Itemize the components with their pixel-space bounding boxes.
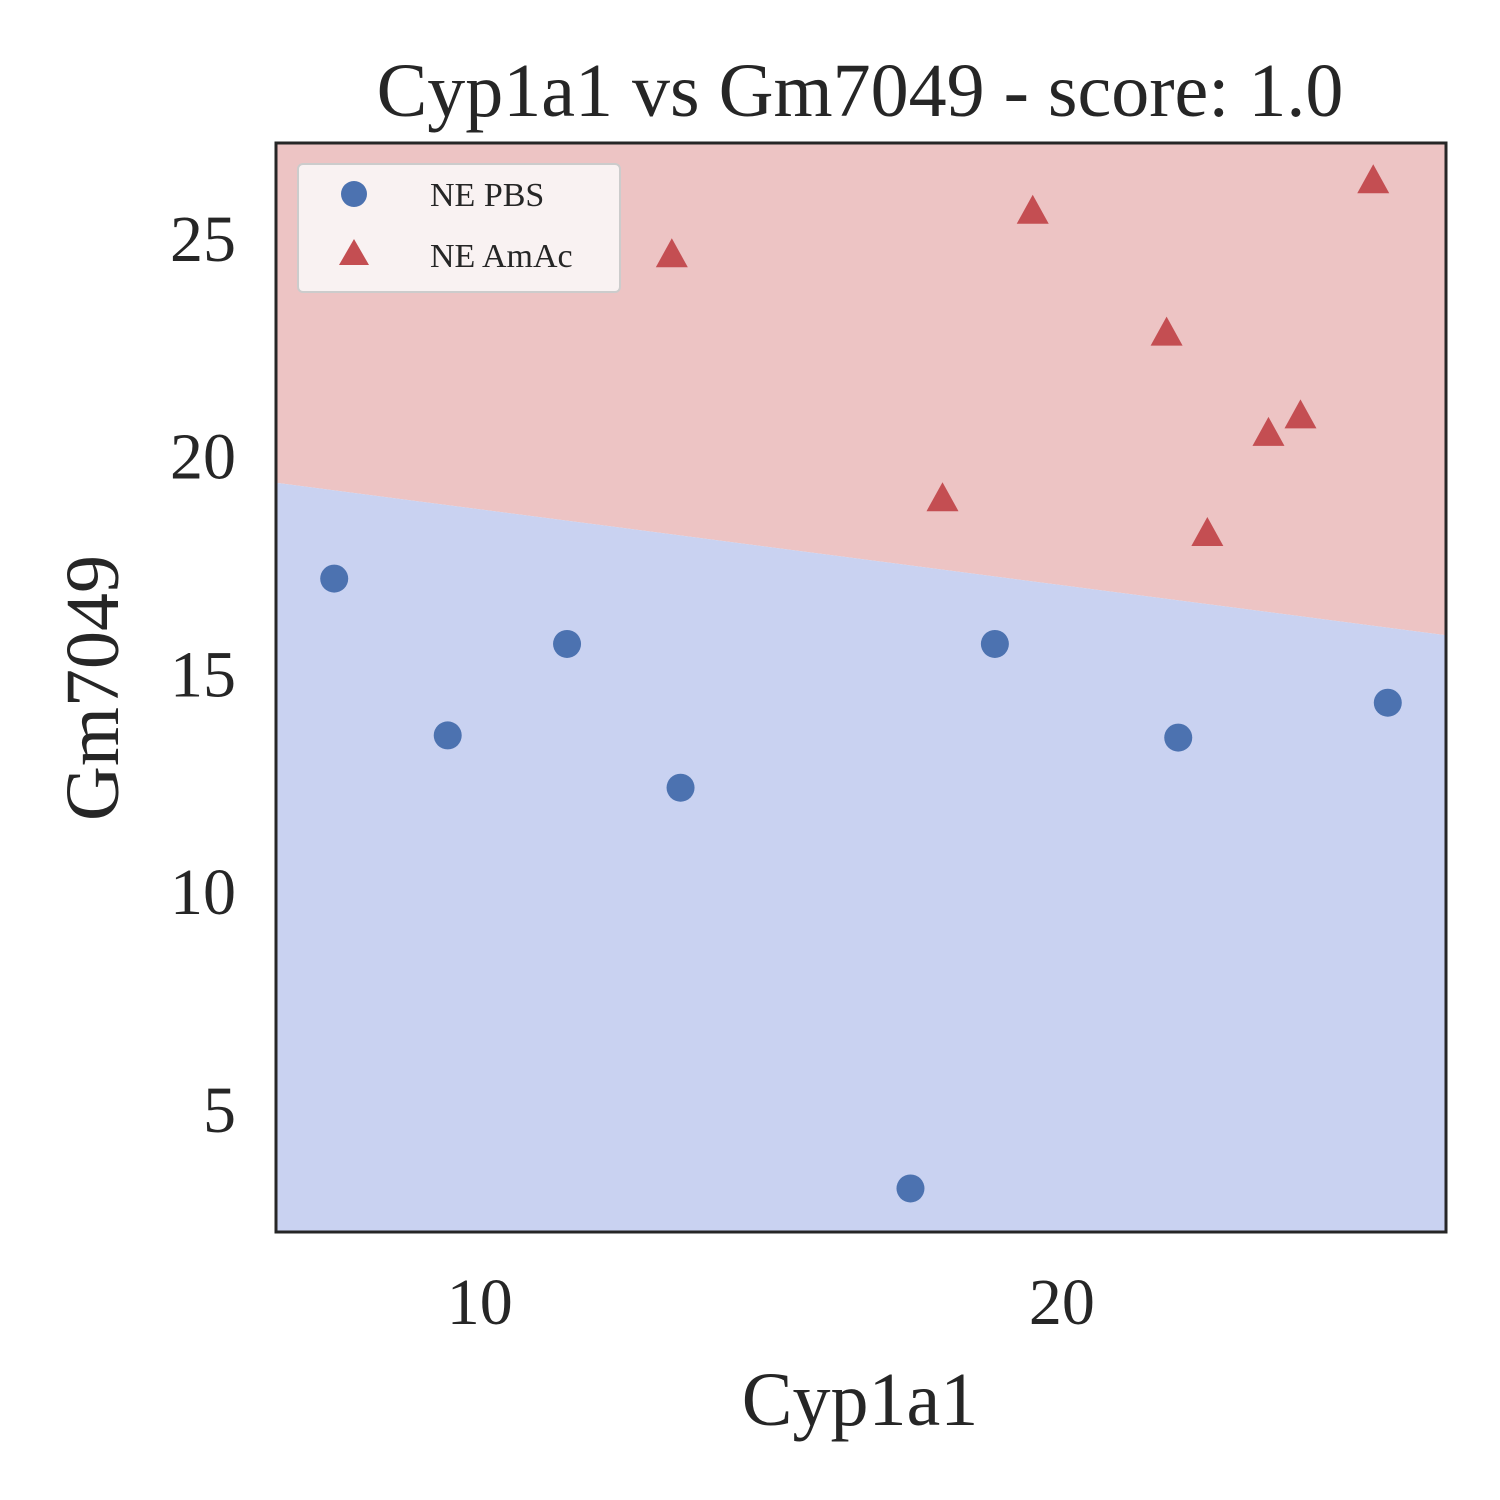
x-axis-label: Cyp1a1 — [742, 1358, 978, 1442]
legend: NE PBS NE AmAc — [297, 163, 621, 293]
y-tick-label: 25 — [170, 203, 236, 276]
chart-title: Cyp1a1 vs Gm7049 - score: 1.0 — [377, 49, 1344, 133]
data-point-ne-pbs — [896, 1174, 925, 1203]
legend-marker-ne-amac — [339, 239, 369, 265]
data-points — [320, 164, 1402, 1203]
data-point-ne-amac — [655, 238, 688, 268]
data-point-ne-pbs — [1373, 688, 1402, 717]
y-axis-label: Gm7049 — [51, 555, 135, 821]
y-tick-label: 20 — [170, 421, 236, 494]
y-tick-label: 10 — [170, 856, 236, 929]
data-point-ne-pbs — [433, 721, 462, 750]
y-tick-label: 15 — [170, 638, 236, 711]
data-point-ne-pbs — [980, 629, 1009, 658]
data-point-ne-amac — [1191, 517, 1224, 547]
data-point-ne-amac — [1357, 164, 1390, 194]
data-point-ne-pbs — [1164, 723, 1193, 752]
axis-ticks: 10 20 5 10 15 20 25 — [170, 203, 1095, 1339]
plot-area — [276, 143, 1446, 1232]
y-tick-label: 5 — [203, 1074, 236, 1147]
legend-label-ne-pbs: NE PBS — [430, 177, 544, 214]
legend-label-ne-amac: NE AmAc — [430, 238, 573, 275]
data-point-ne-amac — [1252, 416, 1285, 446]
x-tick-label: 20 — [1029, 1266, 1095, 1339]
data-point-ne-amac — [1016, 194, 1049, 224]
data-point-ne-amac — [1150, 316, 1183, 346]
decision-region-ne-pbs — [276, 482, 1446, 1232]
legend-marker-ne-pbs — [341, 181, 367, 207]
x-tick-label: 10 — [447, 1266, 513, 1339]
data-point-ne-amac — [1284, 399, 1317, 429]
data-point-ne-amac — [926, 482, 959, 512]
plot-frame — [274, 141, 1448, 1234]
data-point-ne-pbs — [553, 629, 582, 658]
data-point-ne-pbs — [666, 773, 695, 802]
data-point-ne-pbs — [320, 564, 349, 593]
legend-box — [297, 163, 621, 293]
